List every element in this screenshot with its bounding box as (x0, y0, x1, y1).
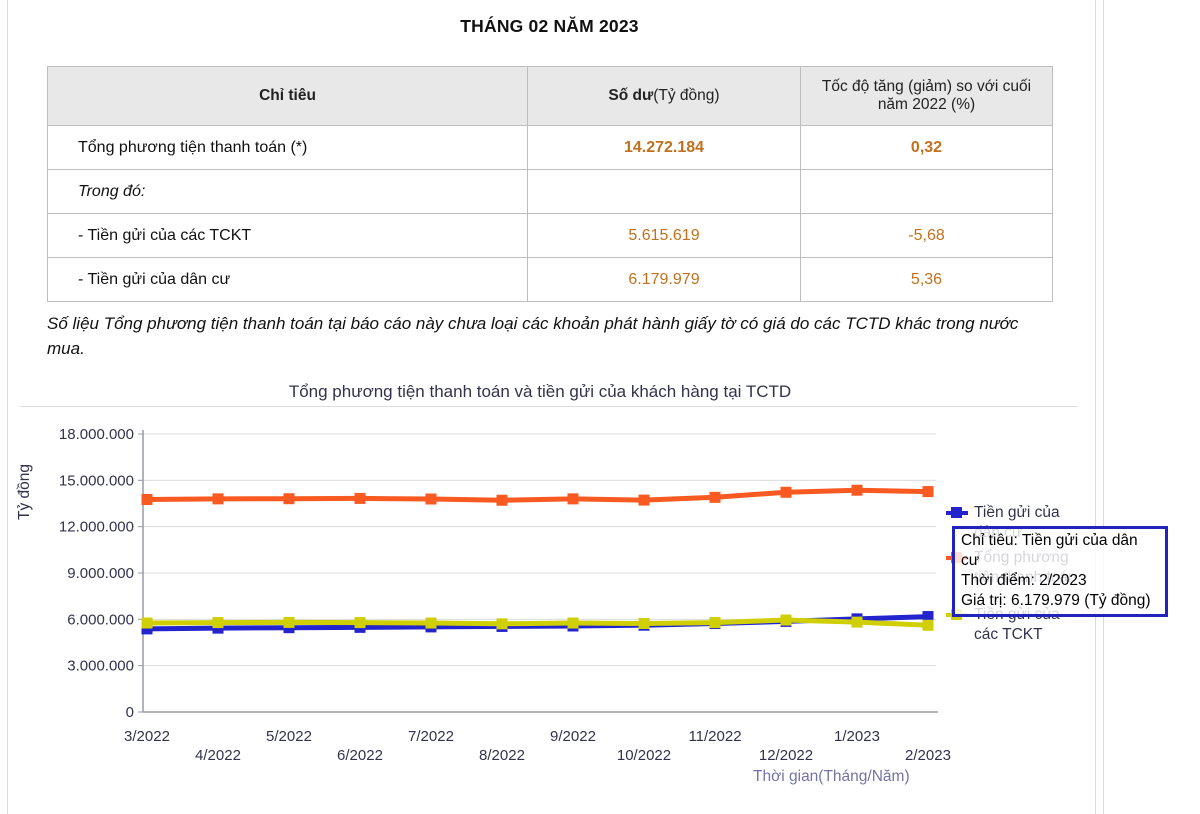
svg-text:6/2022: 6/2022 (337, 747, 383, 764)
col-header-balance: Số dư(Tỷ đồng) (527, 66, 801, 126)
svg-text:4/2022: 4/2022 (195, 747, 241, 764)
row-label-deposits-dan-cu: - Tiền gửi của dân cư (47, 257, 528, 302)
chart-tooltip: Chỉ tiêu: Tiền gửi của dân cư Thời điểm:… (952, 526, 1168, 617)
chart-title: Tổng phương tiện thanh toán và tiền gửi … (288, 382, 792, 401)
x-axis-label: Thời gian(Tháng/Năm) (753, 768, 910, 785)
row-growth: -5,68 (800, 213, 1053, 258)
svg-text:6.000.000: 6.000.000 (67, 611, 134, 628)
svg-text:10/2022: 10/2022 (617, 747, 671, 764)
svg-text:5/2022: 5/2022 (266, 728, 312, 745)
content-right-border (1095, 0, 1096, 814)
svg-text:12/2022: 12/2022 (759, 747, 813, 764)
svg-text:3.000.000: 3.000.000 (67, 658, 134, 675)
page-left-border (7, 0, 8, 814)
line-chart[interactable]: 0 3.000.000 6.000.000 9.000.000 12.000.000 15… (0, 410, 1080, 814)
svg-text:1/2023: 1/2023 (834, 728, 880, 745)
svg-text:18.000.000: 18.000.000 (59, 426, 134, 443)
row-balance: 5.615.619 (527, 213, 801, 258)
row-growth (800, 169, 1053, 214)
svg-text:7/2022: 7/2022 (408, 728, 454, 745)
row-balance: 14.272.184 (527, 125, 801, 170)
summary-table: Chỉ tiêu Số dư(Tỷ đồng) Tốc độ tăng (giả… (47, 66, 1053, 302)
svg-text:12.000.000: 12.000.000 (59, 519, 134, 536)
row-balance: 6.179.979 (527, 257, 801, 302)
svg-text:9.000.000: 9.000.000 (67, 565, 134, 582)
tooltip-indicator: Chỉ tiêu: Tiền gửi của dân cư (961, 532, 1138, 569)
row-balance (527, 169, 801, 214)
table-row: Tổng phương tiện thanh toán (*) 14.272.1… (47, 125, 1053, 170)
tooltip-value: Giá trị: 6.179.979 (Tỷ đồng) (961, 592, 1151, 609)
svg-text:3/2022: 3/2022 (124, 728, 170, 745)
page-title: THÁNG 02 NĂM 2023 (460, 16, 639, 36)
row-growth: 0,32 (800, 125, 1053, 170)
scroll-track-line (1103, 0, 1104, 814)
svg-text:2/2023: 2/2023 (905, 747, 951, 764)
row-growth: 5,36 (800, 257, 1053, 302)
row-label-deposits-tckt: - Tiền gửi của các TCKT (47, 213, 528, 258)
row-label-of-which: Trong đó: (47, 169, 528, 214)
table-row: - Tiền gửi của dân cư 6.179.979 5,36 (47, 257, 1053, 302)
svg-text:15.000.000: 15.000.000 (59, 472, 134, 489)
svg-text:9/2022: 9/2022 (550, 728, 596, 745)
table-row: Trong đó: (47, 169, 1053, 214)
footnote: Số liệu Tổng phương tiện thanh toán tại … (47, 314, 1019, 358)
col-header-growth: Tốc độ tăng (giảm) so với cuối năm 2022 … (800, 66, 1053, 126)
row-label-total-means-of-payment: Tổng phương tiện thanh toán (*) (47, 125, 528, 170)
table-row: - Tiền gửi của các TCKT 5.615.619 -5,68 (47, 213, 1053, 258)
svg-text:8/2022: 8/2022 (479, 747, 525, 764)
svg-text:11/2022: 11/2022 (688, 728, 741, 745)
legend-marker-dan-cu-icon (946, 507, 968, 519)
table-header-row: Chỉ tiêu Số dư(Tỷ đồng) Tốc độ tăng (giả… (47, 66, 1053, 126)
chart-area-divider (20, 406, 1078, 407)
svg-text:0: 0 (126, 704, 134, 721)
col-header-indicator: Chỉ tiêu (47, 66, 528, 126)
tooltip-time: Thời điểm: 2/2023 (961, 572, 1087, 589)
